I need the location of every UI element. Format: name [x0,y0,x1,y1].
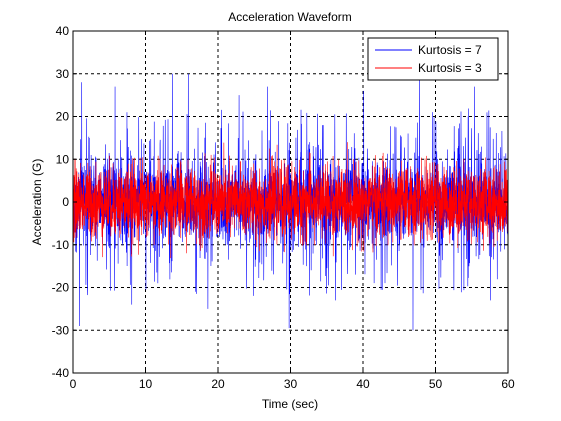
legend-box [367,37,499,81]
axis-ticks [72,30,509,374]
series-layer [73,73,508,331]
chart-title: Acceleration Waveform [228,10,352,24]
legend-label-2: Kurtosis = 3 [418,61,482,75]
y-tick-label: 10 [56,152,70,166]
plot-area: 0 10 20 30 40 50 60 -40 -30 -20 -10 0 10 20 30 40 [52,24,515,391]
series-line-kurtosis-3 [73,142,508,259]
legend-entries: Kurtosis = 7 Kurtosis = 3 [375,43,482,75]
x-tick-label: 20 [211,377,225,391]
y-axis-label: Acceleration (G) [30,159,44,246]
y-tick-label: 0 [62,195,69,209]
x-tick-label: 60 [501,377,515,391]
y-tick-label: -10 [52,238,70,252]
y-tick-label: -30 [52,323,70,337]
legend-label-1: Kurtosis = 7 [418,43,482,57]
x-tick-label: 50 [429,377,443,391]
y-tick-label: -40 [52,366,70,380]
x-axis-label: Time (sec) [262,397,318,411]
x-tick-label: 10 [139,377,153,391]
x-tick-label: 30 [284,377,298,391]
y-tick-label: 40 [56,24,70,38]
y-tick-label: 20 [56,110,70,124]
x-tick-label: 0 [70,377,77,391]
y-tick-label: -20 [52,281,70,295]
y-tick-label: 30 [56,67,70,81]
x-tick-label: 40 [356,377,370,391]
legend: Kurtosis = 7 Kurtosis = 3 [367,37,499,81]
tick-labels: 0 10 20 30 40 50 60 -40 -30 -20 -10 0 10 20 30 40 [52,24,515,391]
